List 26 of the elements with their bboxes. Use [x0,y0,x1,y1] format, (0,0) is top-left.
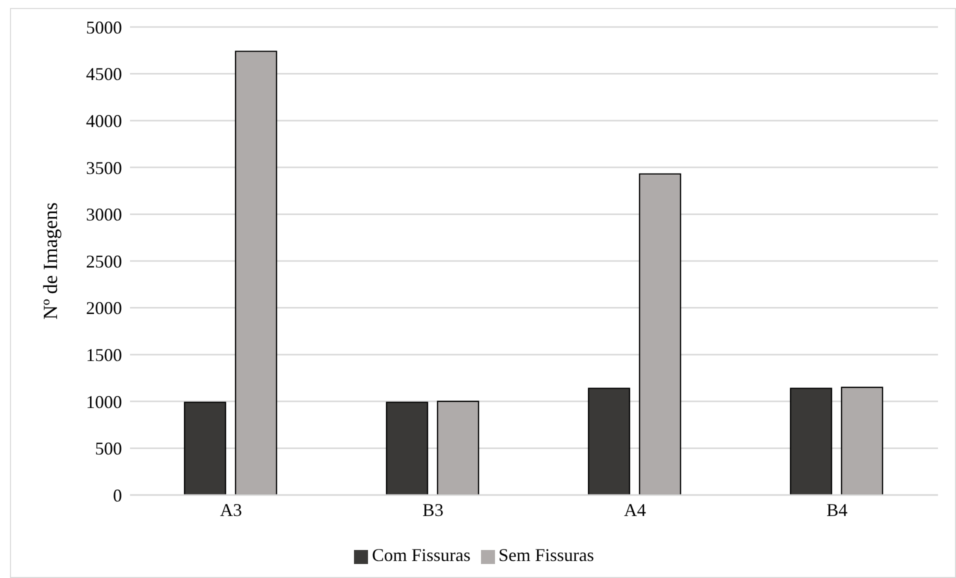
bar [234,50,278,495]
y-tick-label: 4000 [86,110,122,131]
y-tick-label: 2500 [86,251,122,272]
x-tick-label: B4 [826,500,848,520]
y-axis-title: Nº de Imagens [40,202,62,320]
bar [790,388,832,495]
y-tick-label: 2000 [86,298,122,318]
x-tick-label: B3 [422,500,444,520]
legend-label: Com Fissuras [372,545,470,565]
legend-label: Sem Fissuras [498,545,594,565]
y-tick-label: 500 [95,438,122,459]
bar [436,400,480,495]
bar [184,402,226,495]
y-tick-label: 1000 [86,392,122,412]
bar [386,402,428,495]
y-tick-label: 4500 [86,64,122,84]
x-tick-label: A3 [220,500,242,520]
bar [588,388,630,495]
y-tick-label: 0 [113,485,122,506]
y-tick-label: 5000 [86,17,122,38]
y-tick-label: 1500 [86,344,122,365]
x-tick-label: A4 [624,500,646,520]
y-tick-label: 3000 [86,204,122,225]
y-tick-label: 3500 [86,158,122,178]
bar [840,386,884,495]
bar [638,173,682,495]
